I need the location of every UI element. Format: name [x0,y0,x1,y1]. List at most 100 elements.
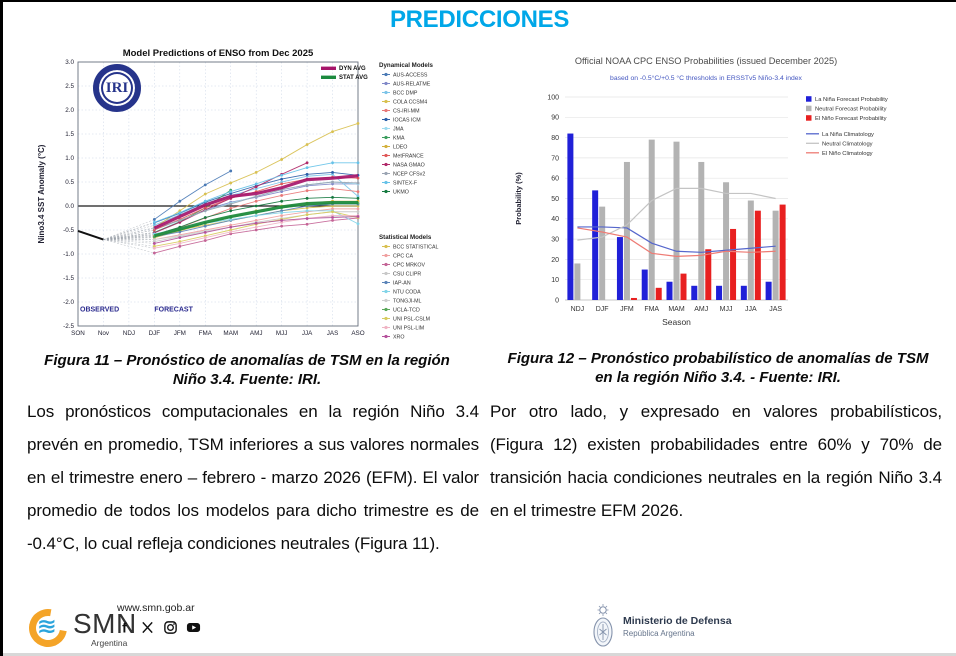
svg-text:COLA CCSM4: COLA CCSM4 [393,100,427,106]
iri-logo: IRI [93,64,141,112]
svg-text:Nino3.4 SST Anomaly (°C): Nino3.4 SST Anomaly (°C) [37,144,46,243]
svg-text:BCC STATISTICAL: BCC STATISTICAL [393,245,438,251]
svg-text:UNI PSL-CSLM: UNI PSL-CSLM [393,317,430,323]
svg-text:JAS: JAS [327,330,339,337]
figure-12-caption: Figura 12 – Pronóstico probabilístico de… [493,350,943,387]
facebook-icon[interactable]: f [117,620,132,635]
svg-text:JAS: JAS [769,306,782,313]
page-bottom-rule [3,653,956,656]
svg-text:CPC MRKOV: CPC MRKOV [393,263,426,269]
caption-line: en la región Niño 3.4. - Fuente: IRI. [595,368,841,386]
svg-text:TONGJI-ML: TONGJI-ML [393,299,422,305]
mindef-title: Ministerio de Defensa [623,614,732,627]
svg-text:IOCAS ICM: IOCAS ICM [393,118,421,124]
svg-text:JJA: JJA [302,330,313,337]
svg-text:LDEO: LDEO [393,145,407,151]
svg-text:La Niña Forecast Probability: La Niña Forecast Probability [815,97,888,103]
svg-text:Statistical Models: Statistical Models [379,234,432,241]
svg-text:-2.5: -2.5 [63,323,74,330]
svg-text:Dynamical Models: Dynamical Models [379,62,434,69]
svg-text:JJA: JJA [745,306,757,313]
svg-text:BCC DMP: BCC DMP [393,91,418,97]
svg-text:MJJ: MJJ [276,330,288,337]
svg-text:FMA: FMA [644,306,659,313]
svg-text:MetFRANCE: MetFRANCE [393,154,424,160]
svg-text:0.5: 0.5 [65,179,74,186]
svg-text:MJJ: MJJ [720,306,733,313]
svg-text:DJF: DJF [149,330,161,337]
svg-text:MAM: MAM [668,306,685,313]
argentina-emblem-icon [593,604,613,647]
svg-text:JFM: JFM [620,306,634,313]
youtube-icon[interactable] [186,620,201,635]
svg-text:CS-IRI-MM: CS-IRI-MM [393,109,419,115]
svg-text:2.5: 2.5 [65,83,74,90]
svg-text:CSU CLIPR: CSU CLIPR [393,272,421,278]
noaa-cpc-probabilities-chart: Official NOAA CPC ENSO Probabilities (is… [506,52,956,342]
body-paragraph-right: Por otro lado, y expresado en valores pr… [490,402,942,520]
svg-text:60: 60 [551,176,559,183]
svg-text:AMJ: AMJ [694,306,708,313]
caption-line: Figura 12 – Pronóstico probabilístico de… [507,350,929,367]
mindef-logo: Ministerio de Defensa República Argentin… [591,602,732,650]
svg-text:NDJ: NDJ [571,306,585,313]
x-icon[interactable] [140,620,155,635]
svg-text:0: 0 [555,297,559,304]
svg-text:STAT AVG: STAT AVG [339,75,368,81]
caption-line: Figura 11 – Pronóstico de anomalías de T… [44,352,450,369]
svg-text:NASA GMAO: NASA GMAO [393,163,425,169]
svg-text:La Niña Climatology: La Niña Climatology [822,132,874,138]
svg-text:KMA: KMA [393,136,405,142]
svg-text:ASO: ASO [351,330,364,337]
svg-text:SINTEX-F: SINTEX-F [393,181,418,187]
svg-text:AUS-ACCESS: AUS-ACCESS [393,73,428,79]
iri-plume-chart: Model Predictions of ENSO from Dec 2025 -… [33,46,453,346]
svg-text:MAM: MAM [223,330,238,337]
svg-text:-1.5: -1.5 [63,275,74,282]
svg-text:DJF: DJF [596,306,609,313]
svg-text:AMJ: AMJ [250,330,263,337]
smn-logo-text: SMN [73,608,137,639]
svg-text:FORECAST: FORECAST [154,307,193,314]
svg-text:100: 100 [547,94,559,101]
svg-text:30: 30 [551,237,559,244]
page-title: PREDICCIONES [389,6,570,33]
svg-text:NTU CODA: NTU CODA [393,290,421,296]
smn-logo-subtext: Argentina [91,638,128,648]
svg-text:Neutral Forecast Probability: Neutral Forecast Probability [815,107,887,113]
svg-text:XRO: XRO [393,335,404,341]
svg-text:Model Predictions of ENSO from: Model Predictions of ENSO from Dec 2025 [123,48,314,59]
svg-text:UCLA-TCD: UCLA-TCD [393,308,420,314]
svg-text:0.0: 0.0 [65,203,74,210]
svg-text:FMA: FMA [199,330,213,337]
svg-text:NCEP CFSv2: NCEP CFSv2 [393,172,425,178]
svg-text:based on -0.5°C/+0.5 °C thresh: based on -0.5°C/+0.5 °C thresholds in ER… [610,74,802,82]
svg-text:-0.5: -0.5 [63,227,74,234]
svg-text:El Niño Climatology: El Niño Climatology [822,151,873,157]
svg-text:70: 70 [551,155,559,162]
svg-text:UKMO: UKMO [393,190,409,196]
noaa-cpc-chart-canvas: Official NOAA CPC ENSO Probabilities (is… [514,56,888,327]
svg-text:Official NOAA CPC ENSO Probabi: Official NOAA CPC ENSO Probabilities (is… [575,56,837,66]
body-paragraph-left: Los pronósticos computacionales en la re… [27,402,479,553]
svg-text:JMA: JMA [393,127,404,133]
svg-text:Neutral Climatology: Neutral Climatology [822,142,873,148]
caption-line: Niño 3.4. Fuente: IRI. [172,370,322,388]
svg-text:10: 10 [551,277,559,284]
svg-text:Season: Season [662,317,691,327]
svg-text:f: f [122,620,127,635]
instagram-icon[interactable] [163,620,178,635]
iri-plume-chart-canvas: Model Predictions of ENSO from Dec 2025 -… [37,48,438,341]
svg-text:50: 50 [551,196,559,203]
svg-text:SON: SON [71,330,85,337]
svg-text:El Niño Forecast Probability: El Niño Forecast Probability [815,116,887,122]
mindef-subtitle: República Argentina [623,628,695,638]
svg-text:Probability (%): Probability (%) [514,172,523,225]
figure-11-caption: Figura 11 – Pronóstico de anomalías de T… [31,352,463,389]
svg-text:JFM: JFM [174,330,186,337]
svg-text:2.0: 2.0 [65,107,74,114]
svg-text:AUS-RELATME: AUS-RELATME [393,82,431,88]
svg-text:-2.0: -2.0 [63,299,74,306]
smn-website-link[interactable]: www.smn.gob.ar [117,602,195,614]
